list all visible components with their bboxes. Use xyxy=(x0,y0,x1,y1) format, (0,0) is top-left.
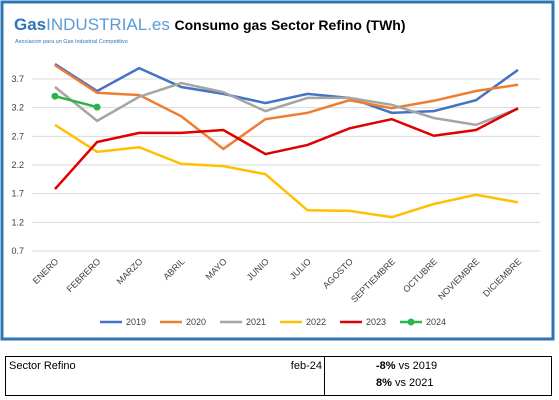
logo-a: Gas xyxy=(14,15,46,34)
series-line xyxy=(54,94,98,109)
legend-label: 2020 xyxy=(186,317,206,327)
series-line xyxy=(54,123,519,219)
y-tick-label: 2.7 xyxy=(11,131,24,141)
legend-label: 2024 xyxy=(426,317,446,327)
legend-marker xyxy=(407,318,415,326)
summary-row: -8% vs 2019 xyxy=(376,360,437,372)
y-tick-label: 2.2 xyxy=(11,160,24,170)
pct: 8% xyxy=(376,377,392,389)
chart-title: Consumo gas Sector Refino (TWh) xyxy=(175,17,406,33)
pct-text: vs 2021 xyxy=(394,377,434,389)
summary-label: Sector Refino xyxy=(9,360,76,372)
y-tick-label: 3.7 xyxy=(11,74,24,84)
series-line xyxy=(54,81,519,127)
chart: GasINDUSTRIAL.es Asociacion para un Gas … xyxy=(0,0,555,341)
series-line xyxy=(54,63,519,115)
separator xyxy=(324,357,325,395)
series-line xyxy=(54,64,519,151)
logo-tagline: Asociacion para un Gas Industrial Compet… xyxy=(15,39,128,45)
y-tick-label: 0.7 xyxy=(11,246,24,256)
point xyxy=(93,103,101,111)
pct-text: vs 2019 xyxy=(398,360,438,372)
legend-label: 2021 xyxy=(246,317,266,327)
y-tick-label: 1.7 xyxy=(11,189,24,199)
summary-row: 8% vs 2021 xyxy=(376,377,434,389)
summary-period: feb-24 xyxy=(290,360,322,372)
y-tick-label: 3.2 xyxy=(11,103,24,113)
summary-table: Sector Refino feb-24 -8% vs 2019 8% vs 2… xyxy=(5,356,552,396)
y-tick-label: 1.2 xyxy=(11,217,24,227)
legend-label: 2023 xyxy=(366,317,386,327)
legend-label: 2022 xyxy=(306,317,326,327)
series-line xyxy=(54,107,519,190)
logo: GasINDUSTRIAL.es xyxy=(14,15,170,34)
chart-frame xyxy=(0,0,555,341)
pct: -8% xyxy=(376,360,396,372)
point xyxy=(51,92,59,100)
legend-label: 2019 xyxy=(126,317,146,327)
logo-b: INDUSTRIAL.es xyxy=(46,15,170,34)
